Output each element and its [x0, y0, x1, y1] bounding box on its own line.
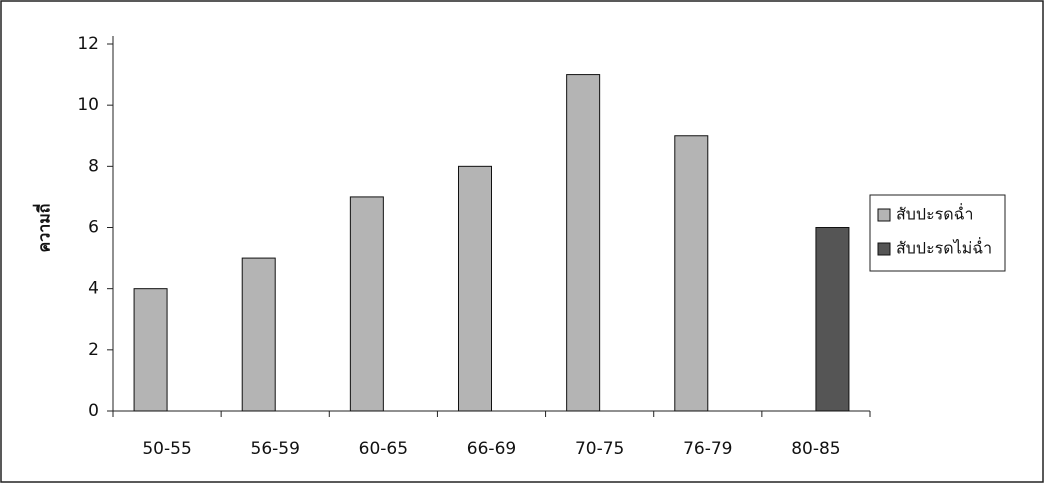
bar — [350, 197, 383, 411]
y-tick-label: 0 — [88, 401, 99, 421]
y-tick-label: 10 — [77, 95, 99, 115]
chart: ความถี่ 0 2 4 6 8 10 12 50-55 56-59 60-65 66-69 70-… — [0, 0, 1045, 484]
y-tick-label: 6 — [88, 218, 99, 238]
x-tick-label: 56-59 — [251, 439, 300, 459]
x-tick-label: 50-55 — [142, 439, 191, 459]
x-tick-label: 76-79 — [683, 439, 732, 459]
bar — [675, 136, 708, 411]
y-tick-label: 4 — [88, 279, 99, 299]
bar — [459, 166, 492, 411]
x-tick-label: 70-75 — [575, 439, 624, 459]
y-tick-label: 8 — [88, 156, 99, 176]
legend-label: สับปะรดไม่ฉ่ำ — [896, 237, 992, 258]
bar — [134, 289, 167, 411]
legend-swatch — [878, 209, 890, 221]
bar — [242, 258, 275, 411]
x-tick-label: 60-65 — [359, 439, 408, 459]
legend-swatch — [878, 243, 890, 255]
x-tick-label: 66-69 — [467, 439, 516, 459]
y-tick-label: 2 — [88, 340, 99, 360]
x-tick-label: 80-85 — [791, 439, 840, 459]
legend-label: สับปะรดฉ่ำ — [896, 203, 974, 224]
y-axis-title: ความถี่ — [33, 204, 54, 253]
bar — [567, 75, 600, 411]
bar — [816, 228, 849, 412]
y-tick-label: 12 — [77, 34, 99, 54]
